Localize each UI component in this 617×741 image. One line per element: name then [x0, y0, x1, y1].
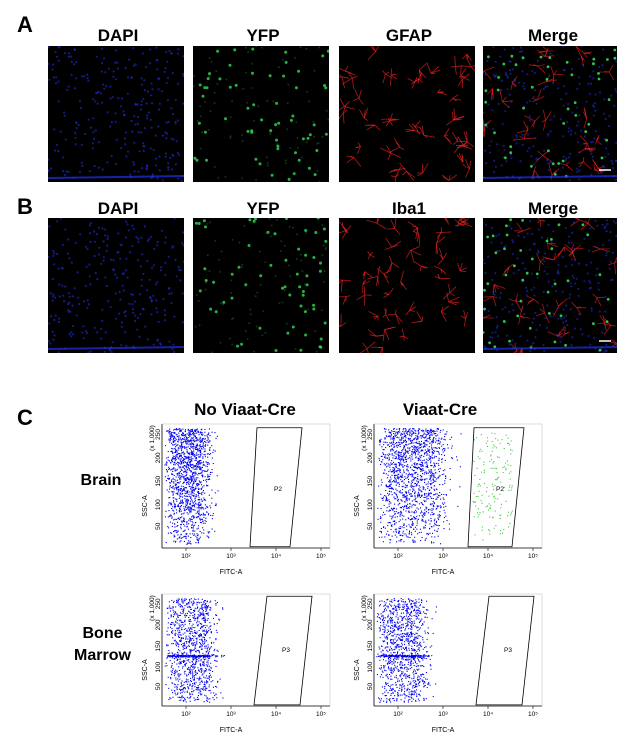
svg-text:250: 250: [155, 429, 162, 440]
micrograph-a-merge-image: [483, 46, 617, 182]
svg-text:SSC-A: SSC-A: [354, 495, 361, 517]
svg-text:10⁴: 10⁴: [271, 553, 281, 560]
flow-col-title-cre: Viaat-Cre: [370, 400, 510, 420]
svg-text:150: 150: [155, 475, 162, 486]
micrograph-b-iba1-image: [339, 218, 475, 353]
flow-row-label-brain: Brain: [66, 470, 136, 492]
micrograph-b-merge: [483, 218, 617, 353]
micrograph-b-dapi-image: [48, 218, 184, 353]
flow-row-label-marrow: Marrow: [60, 645, 145, 667]
panel-b-label-dapi: DAPI: [48, 199, 188, 219]
panel-a-label-gfap: GFAP: [339, 26, 479, 46]
flow-plot-brain-cre-svg: 50 100 150 200 250 10² 10³ 10⁴ 10⁵ FITC-A SSC-A (x …: [352, 418, 552, 578]
svg-text:FITC-A: FITC-A: [220, 569, 243, 576]
micrograph-a-dapi-image: [48, 46, 184, 182]
micrograph-a-gfap: [339, 46, 475, 182]
panel-a-label-merge: Merge: [483, 26, 617, 46]
micrograph-a-yfp-image: [193, 46, 329, 182]
flow-plot-brain-no-cre: 50 100 150 200 250 10² 10³ 10⁴ 10⁵ FITC-A SSC-A (x …: [140, 418, 340, 583]
micrograph-a-yfp: [193, 46, 329, 182]
svg-text:SSC-A: SSC-A: [142, 495, 149, 517]
micrograph-b-yfp-image: [193, 218, 329, 353]
panel-b-letter: B: [17, 194, 33, 220]
panel-a-letter: A: [17, 12, 33, 38]
svg-text:50: 50: [367, 522, 374, 530]
flow-plot-brain-cre: 50 100 150 200 250 10² 10³ 10⁴ 10⁵ FITC-A SSC-A (x …: [352, 418, 552, 583]
panel-a-label-dapi: DAPI: [48, 26, 188, 46]
panel-b-label-yfp: YFP: [193, 199, 333, 219]
svg-text:250: 250: [367, 429, 374, 440]
flow-row-label-bone-marrow: Bone Marrow: [60, 623, 145, 667]
svg-text:200: 200: [367, 452, 374, 463]
svg-text:(x 1,000): (x 1,000): [361, 425, 368, 451]
svg-text:(x 1,000): (x 1,000): [149, 425, 156, 451]
svg-text:10³: 10³: [438, 553, 448, 560]
svg-text:10⁵: 10⁵: [528, 553, 538, 560]
panel-c-letter: C: [17, 405, 33, 431]
svg-text:50: 50: [155, 522, 162, 530]
svg-text:10³: 10³: [226, 553, 236, 560]
svg-text:150: 150: [367, 475, 374, 486]
flow-row-label-bone: Bone: [60, 623, 145, 645]
svg-text:10⁴: 10⁴: [483, 553, 493, 560]
flow-plot-brain-no-cre-svg: 50 100 150 200 250 10² 10³ 10⁴ 10⁵ FITC-A SSC-A (x …: [140, 418, 340, 578]
svg-text:10⁵: 10⁵: [316, 553, 326, 560]
micrograph-b-merge-image: [483, 218, 617, 353]
micrograph-a-dapi: [48, 46, 184, 182]
svg-text:FITC-A: FITC-A: [432, 569, 455, 576]
panel-a-label-yfp: YFP: [193, 26, 333, 46]
svg-text:200: 200: [155, 452, 162, 463]
micrograph-a-merge: [483, 46, 617, 182]
micrograph-a-gfap-image: [339, 46, 475, 182]
svg-text:10²: 10²: [181, 553, 191, 560]
flow-col-title-no-cre: No Viaat-Cre: [160, 400, 330, 420]
svg-text:100: 100: [367, 499, 374, 510]
micrograph-b-iba1: [339, 218, 475, 353]
panel-b-label-iba1: Iba1: [339, 199, 479, 219]
svg-text:100: 100: [155, 499, 162, 510]
panel-b-label-merge: Merge: [483, 199, 617, 219]
svg-text:P2: P2: [274, 486, 282, 493]
svg-text:10²: 10²: [393, 553, 403, 560]
micrograph-b-yfp: [193, 218, 329, 353]
micrograph-b-dapi: [48, 218, 184, 353]
